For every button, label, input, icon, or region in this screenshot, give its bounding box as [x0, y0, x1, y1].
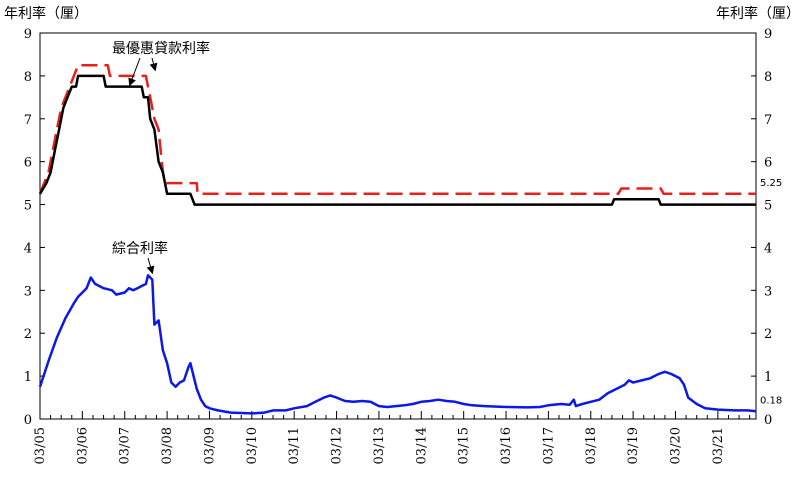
annotation-arrow — [149, 57, 158, 72]
y-tick-label-left: 6 — [24, 156, 32, 171]
x-tick-label: 03/10 — [245, 427, 260, 464]
y-tick-label-left: 0 — [24, 413, 32, 428]
y-tick-label-right: 0 — [764, 413, 772, 428]
y-axis-title-left: 年利率（厘） — [4, 5, 88, 22]
y-tick-label-right: 6 — [764, 156, 772, 171]
y-tick-label-left: 7 — [24, 113, 32, 128]
y-tick-label-left: 1 — [24, 370, 32, 385]
end-labels: 5.25 0.18 — [760, 178, 782, 406]
y-tick-label-right: 3 — [764, 284, 772, 299]
y-tick-label-right: 1 — [764, 370, 772, 385]
plot-frame — [39, 32, 757, 420]
end-label: 5.25 — [760, 178, 782, 189]
x-tick-label: 03/19 — [626, 427, 641, 464]
x-tick-label: 03/12 — [330, 427, 345, 464]
y-tick-label-right: 2 — [764, 327, 772, 342]
x-tick-label: 03/14 — [414, 427, 429, 464]
series-line-prime_red — [38, 63, 756, 196]
series-line-composite — [38, 274, 757, 415]
y-tick-label-left: 5 — [24, 199, 32, 214]
x-tick-label: 03/07 — [118, 427, 133, 464]
x-tick-label: 03/21 — [711, 427, 726, 464]
x-tick-label: 03/08 — [160, 427, 175, 464]
y-axis-title-right: 年利率（厘） — [716, 5, 800, 22]
annotation-arrow — [146, 257, 155, 275]
annotation-prime-rate: 最優惠貸款利率 — [112, 40, 210, 57]
x-tick-label: 03/13 — [372, 427, 387, 464]
y-axis-ticks: 0 0 1 1 2 2 3 3 4 4 5 5 6 6 7 7 8 8 9 9 — [24, 27, 773, 428]
y-tick-label-right: 7 — [764, 113, 772, 128]
x-tick-label: 03/06 — [75, 427, 90, 464]
y-tick-label-left: 4 — [24, 241, 32, 256]
y-tick-label-left: 9 — [24, 27, 32, 42]
series-group — [38, 63, 757, 415]
y-tick-label-right: 8 — [764, 70, 772, 85]
series-line-prime_black — [38, 74, 756, 206]
x-tick-label: 03/15 — [457, 427, 472, 464]
annotation-composite-rate: 綜合利率 — [112, 240, 168, 257]
x-tick-label: 03/16 — [499, 427, 514, 464]
x-axis-ticks: 03/05 03/06 03/07 03/08 03/09 03/10 03/11 03/12… — [33, 411, 751, 464]
x-tick-label: 03/18 — [584, 427, 599, 464]
y-tick-label-left: 3 — [24, 284, 32, 299]
x-tick-label: 03/20 — [669, 427, 684, 464]
end-label: 0.18 — [760, 395, 782, 406]
y-tick-label-right: 5 — [764, 199, 772, 214]
y-tick-label-right: 4 — [764, 241, 772, 256]
annotation-arrow — [128, 57, 141, 87]
y-tick-label-right: 9 — [764, 27, 772, 42]
x-tick-label: 03/11 — [287, 427, 302, 464]
x-tick-label: 03/09 — [202, 427, 217, 464]
y-tick-label-left: 2 — [24, 327, 32, 342]
x-tick-label: 03/05 — [33, 427, 48, 464]
x-tick-label: 03/17 — [541, 427, 556, 464]
y-tick-label-left: 8 — [24, 70, 32, 85]
